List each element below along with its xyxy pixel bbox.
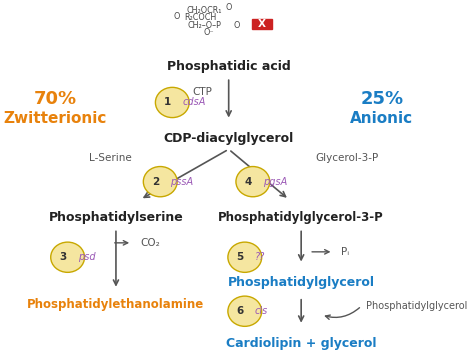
Text: psd: psd: [78, 252, 95, 262]
Text: Phosphatidylserine: Phosphatidylserine: [48, 211, 183, 224]
Text: 70%: 70%: [34, 90, 77, 108]
Text: O: O: [173, 12, 180, 21]
Text: Anionic: Anionic: [350, 111, 413, 126]
Text: 25%: 25%: [360, 90, 403, 108]
Circle shape: [236, 167, 270, 197]
Text: CDP-diacylglycerol: CDP-diacylglycerol: [164, 132, 294, 145]
Text: 3: 3: [59, 252, 66, 262]
Circle shape: [51, 242, 84, 272]
Text: Cardiolipin + glycerol: Cardiolipin + glycerol: [226, 337, 376, 350]
Text: pgsA: pgsA: [263, 177, 287, 187]
Text: cdsA: cdsA: [182, 98, 206, 107]
Text: Phosphatidylglycerol: Phosphatidylglycerol: [365, 301, 467, 311]
Text: O⁻: O⁻: [203, 28, 214, 37]
Circle shape: [228, 296, 262, 326]
Text: pssA: pssA: [170, 177, 193, 187]
Text: CTP: CTP: [193, 87, 212, 97]
Text: 6: 6: [237, 306, 244, 316]
Text: R₂COCH: R₂COCH: [184, 13, 217, 23]
Text: Glycerol-3-P: Glycerol-3-P: [315, 153, 379, 163]
Text: 2: 2: [152, 177, 159, 187]
Text: L-Serine: L-Serine: [89, 153, 132, 163]
Text: O: O: [226, 3, 232, 12]
Text: cls: cls: [255, 306, 268, 316]
Text: Zwitterionic: Zwitterionic: [4, 111, 107, 126]
Text: 4: 4: [244, 177, 252, 187]
Circle shape: [143, 167, 177, 197]
Text: CH₂OCR₁: CH₂OCR₁: [187, 6, 222, 15]
Text: 5: 5: [237, 252, 244, 262]
Text: Phosphatidylglycerol: Phosphatidylglycerol: [228, 276, 374, 289]
Text: Phosphatidylglycerol-3-P: Phosphatidylglycerol-3-P: [219, 211, 384, 224]
Text: X: X: [258, 19, 266, 29]
Text: O: O: [234, 21, 240, 30]
FancyBboxPatch shape: [252, 19, 272, 29]
Text: Pᵢ: Pᵢ: [341, 247, 349, 257]
Text: CH₂–O–P: CH₂–O–P: [188, 21, 221, 30]
Circle shape: [155, 87, 189, 118]
Text: ??: ??: [255, 252, 265, 262]
Text: Phosphatidic acid: Phosphatidic acid: [167, 60, 291, 73]
Text: 1: 1: [164, 98, 171, 107]
Circle shape: [228, 242, 262, 272]
Text: CO₂: CO₂: [140, 238, 160, 248]
Text: Phosphatidylethanolamine: Phosphatidylethanolamine: [27, 298, 205, 310]
